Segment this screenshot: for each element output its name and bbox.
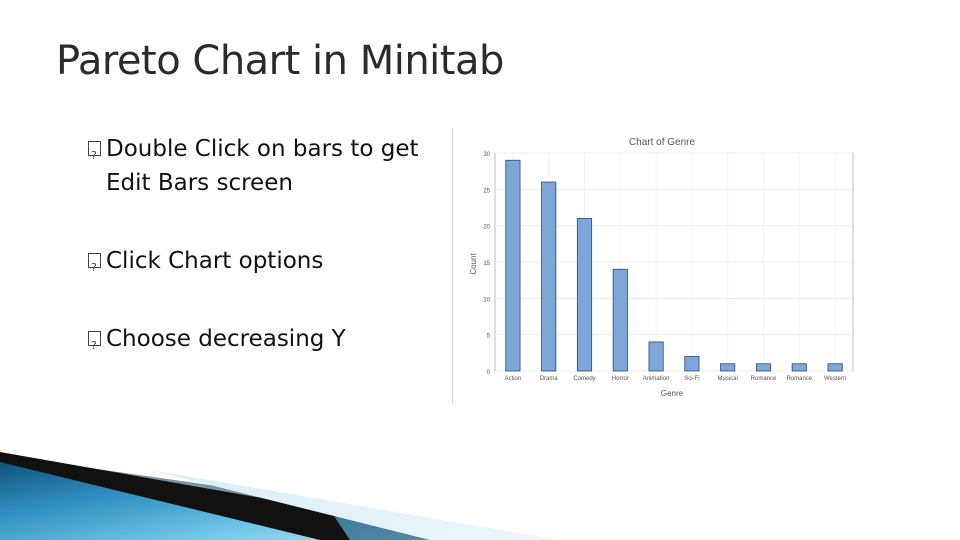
bar [791,363,807,372]
bar [755,363,772,372]
bullet-item-decreasing-y: Choose decreasing Y [88,322,438,363]
bullet-text: Click Chart options [106,248,324,274]
bar [684,356,700,372]
x-tick-label: Western [824,376,846,382]
bar [720,363,736,372]
bullet-marker-icon [88,251,101,285]
chart-title: Chart of Genre [629,137,696,148]
bar [576,218,593,372]
y-tick-label: 25 [483,188,490,194]
bullet-text: Choose decreasing Y [106,326,346,352]
x-tick-label: Sci-Fi [684,376,699,382]
y-tick-label: 10 [483,297,490,303]
bullet-marker-icon [88,139,101,173]
bar [827,363,843,372]
y-tick-label: 0 [487,370,491,376]
y-tick-label: 20 [483,225,490,231]
x-tick-label: Comedy [573,376,595,382]
slide-title: Pareto Chart in Minitab [56,38,504,84]
y-axis-label: Count [469,253,478,275]
y-tick-label: 15 [483,261,490,267]
x-tick-label: Romance [751,376,777,382]
x-tick-label: Drama [540,376,559,382]
bullet-list: Double Click on bars to get Edit Bars sc… [88,132,438,400]
genre-bar-chart[interactable]: 0 5 10 15 20 25 30 Action Drama Comedy Horror Anima… [460,128,870,404]
bullet-text: Double Click on bars to get Edit Bars sc… [106,136,419,196]
x-tick-label: Romance [786,376,812,382]
x-tick-label: Action [505,376,522,382]
x-tick-label: Musical [718,376,738,382]
x-tick-label: Animation [643,376,670,382]
x-axis-label: Genre [661,389,684,398]
bar [648,341,664,372]
y-tick-label: 5 [487,334,491,340]
bullet-item-chart-options: Click Chart options [88,244,438,285]
bar [612,268,628,372]
bar [505,159,521,372]
y-tick-label: 30 [483,152,490,158]
chart-divider [452,128,453,404]
chart-canvas: 0 5 10 15 20 25 30 Action Drama Comedy Horror Anima… [469,137,854,398]
x-tick-label: Horror [612,376,629,382]
bar [541,181,557,372]
bullet-item-double-click: Double Click on bars to get Edit Bars sc… [88,132,438,200]
bullet-marker-icon [88,329,101,363]
